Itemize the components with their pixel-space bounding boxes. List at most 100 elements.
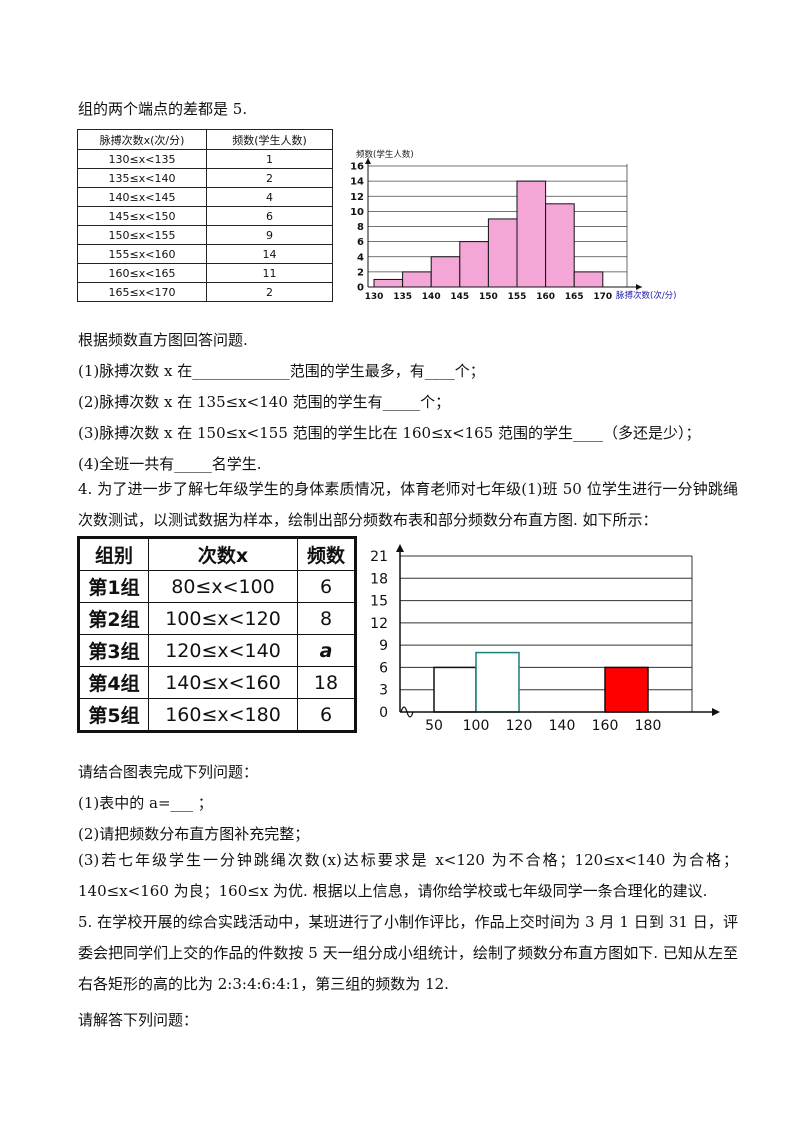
x-axis-label: 脉搏次数(次/分)	[616, 290, 677, 301]
table-row: 150≤x<155 9	[77, 225, 333, 245]
table-row: 第5组 160≤x<180 6	[78, 698, 356, 732]
table-cell: 140≤x<145	[77, 187, 207, 207]
table-row: 第1组 80≤x<100 6	[78, 570, 356, 603]
x-tick-label: 150	[479, 292, 498, 302]
x-tick-label: 50	[425, 718, 443, 734]
table-cell: 第3组	[78, 634, 149, 667]
table-row: 140≤x<145 4	[77, 187, 333, 207]
table-cell: 6	[206, 206, 333, 226]
table-cell: 6	[297, 698, 356, 732]
x-tick-label: 170	[593, 292, 612, 302]
table-cell: 100≤x<120	[148, 602, 298, 635]
q4-item-2: (2)请把频数分布直方图补充完整；	[78, 825, 310, 843]
table-row: 第4组 140≤x<160 18	[78, 666, 356, 699]
table-cell: 11	[206, 263, 333, 283]
table-cell: 9	[206, 225, 333, 245]
table1-header-1: 频数(学生人数)	[206, 129, 333, 150]
q4-item-1: (1)表中的 a=___ ；	[78, 794, 213, 812]
table-row: 160≤x<165 11	[77, 263, 333, 283]
y-tick-label: 15	[370, 594, 388, 610]
x-axis-arrow	[712, 708, 720, 716]
y-axis-arrow	[365, 158, 371, 164]
histogram-bar	[516, 180, 547, 288]
table-cell: 80≤x<100	[148, 570, 298, 603]
x-tick-label: 135	[393, 292, 412, 302]
y-tick-label: 12	[370, 616, 388, 632]
q5-ask: 请解答下列问题：	[78, 1011, 199, 1029]
histogram-bar	[545, 203, 575, 288]
table-cell: 4	[206, 187, 333, 207]
table-row: 145≤x<150 6	[77, 206, 333, 226]
table-cell: 第1组	[78, 570, 149, 603]
y-tick-label: 14	[350, 177, 364, 188]
axis-break-mark	[400, 706, 414, 718]
table-cell: 135≤x<140	[77, 168, 207, 188]
table-cell: 150≤x<155	[77, 225, 207, 245]
histogram-bar	[373, 278, 404, 288]
histogram-bar	[459, 241, 489, 288]
table-cell: 160≤x<165	[77, 263, 207, 283]
table-row: 165≤x<170 2	[77, 282, 333, 302]
q4-ask: 请结合图表完成下列问题：	[78, 763, 259, 781]
table-cell: 第4组	[78, 666, 149, 699]
table-cell: 145≤x<150	[77, 206, 207, 226]
table-cell: 8	[297, 602, 356, 635]
table1-header-0: 脉搏次数x(次/分)	[77, 129, 207, 150]
y-tick-label: 0	[379, 705, 388, 721]
histogram-bar	[402, 271, 432, 288]
q3-item-1: (1)脉搏次数 x 在_____________范围的学生最多，有____个；	[78, 362, 485, 380]
q4-intro: 4. 为了进一步了解七年级学生的身体素质情况，体育老师对七年级(1)班 50 位…	[78, 480, 738, 529]
histogram-bar	[475, 651, 520, 713]
table-cell: 第2组	[78, 602, 149, 635]
x-tick-label: 165	[565, 292, 584, 302]
table-cell: 1	[206, 149, 333, 169]
table-row: 135≤x<140 2	[77, 168, 333, 188]
histogram-bar	[487, 218, 518, 288]
y-tick-label: 4	[357, 252, 364, 263]
y-tick-label: 9	[379, 638, 388, 654]
table-cell: 155≤x<160	[77, 244, 207, 264]
table-cell: 165≤x<170	[77, 282, 207, 302]
x-tick-label: 145	[450, 292, 469, 302]
q3-item-2: (2)脉搏次数 x 在 135≤x<140 范围的学生有_____个；	[78, 393, 451, 411]
table-cell: 130≤x<135	[77, 149, 207, 169]
table2-header-1: 次数x	[148, 537, 298, 571]
histogram-bar	[433, 666, 477, 713]
table-cell: a	[297, 634, 356, 667]
table-cell: 120≤x<140	[148, 634, 298, 667]
q4-item-3: (3)若七年级学生一分钟跳绳次数(x)达标要求是 x<120 为不合格；120≤…	[78, 851, 738, 900]
histogram-bar	[573, 271, 604, 288]
x-tick-label: 100	[463, 718, 490, 734]
y-axis-label: 频数(学生人数)	[356, 149, 414, 160]
x-tick-label: 160	[592, 718, 619, 734]
table-row: 第2组 100≤x<120 8	[78, 602, 356, 635]
table-cell: 第5组	[78, 698, 149, 732]
q5-intro: 5. 在学校开展的综合实践活动中，某班进行了小制作评比，作品上交时间为 3 月 …	[78, 913, 738, 993]
y-tick-label: 6	[379, 660, 388, 676]
y-tick-label: 21	[370, 549, 388, 565]
q3-intro: 根据频数直方图回答问题.	[78, 331, 248, 349]
histogram-bar	[430, 256, 461, 288]
table-cell: 140≤x<160	[148, 666, 298, 699]
table-cell: 2	[206, 282, 333, 302]
x-tick-label: 120	[506, 718, 533, 734]
table2-header-0: 组别	[78, 537, 149, 571]
table-row: 130≤x<135 1	[77, 149, 333, 169]
table-row: 第3组 120≤x<140 a	[78, 634, 356, 667]
y-tick-label: 18	[370, 571, 388, 587]
table-cell: 2	[206, 168, 333, 188]
y-tick-label: 12	[350, 192, 364, 203]
x-tick-label: 140	[549, 718, 576, 734]
jump-rope-histogram: 0 3 6 9 12 15 18 21 50 100 120 140 160 180	[370, 544, 720, 734]
y-tick-label: 16	[350, 162, 364, 173]
x-tick-label: 130	[365, 292, 384, 302]
table-cell: 6	[297, 570, 356, 603]
table-cell: 14	[206, 244, 333, 264]
q3-item-4: (4)全班一共有_____名学生.	[78, 455, 262, 473]
y-axis-arrow	[396, 544, 404, 552]
x-tick-label: 155	[508, 292, 527, 302]
y-tick-label: 2	[357, 267, 364, 278]
x-axis-arrow	[636, 284, 642, 290]
y-tick-label: 8	[357, 222, 364, 233]
y-tick-label: 6	[357, 237, 364, 248]
